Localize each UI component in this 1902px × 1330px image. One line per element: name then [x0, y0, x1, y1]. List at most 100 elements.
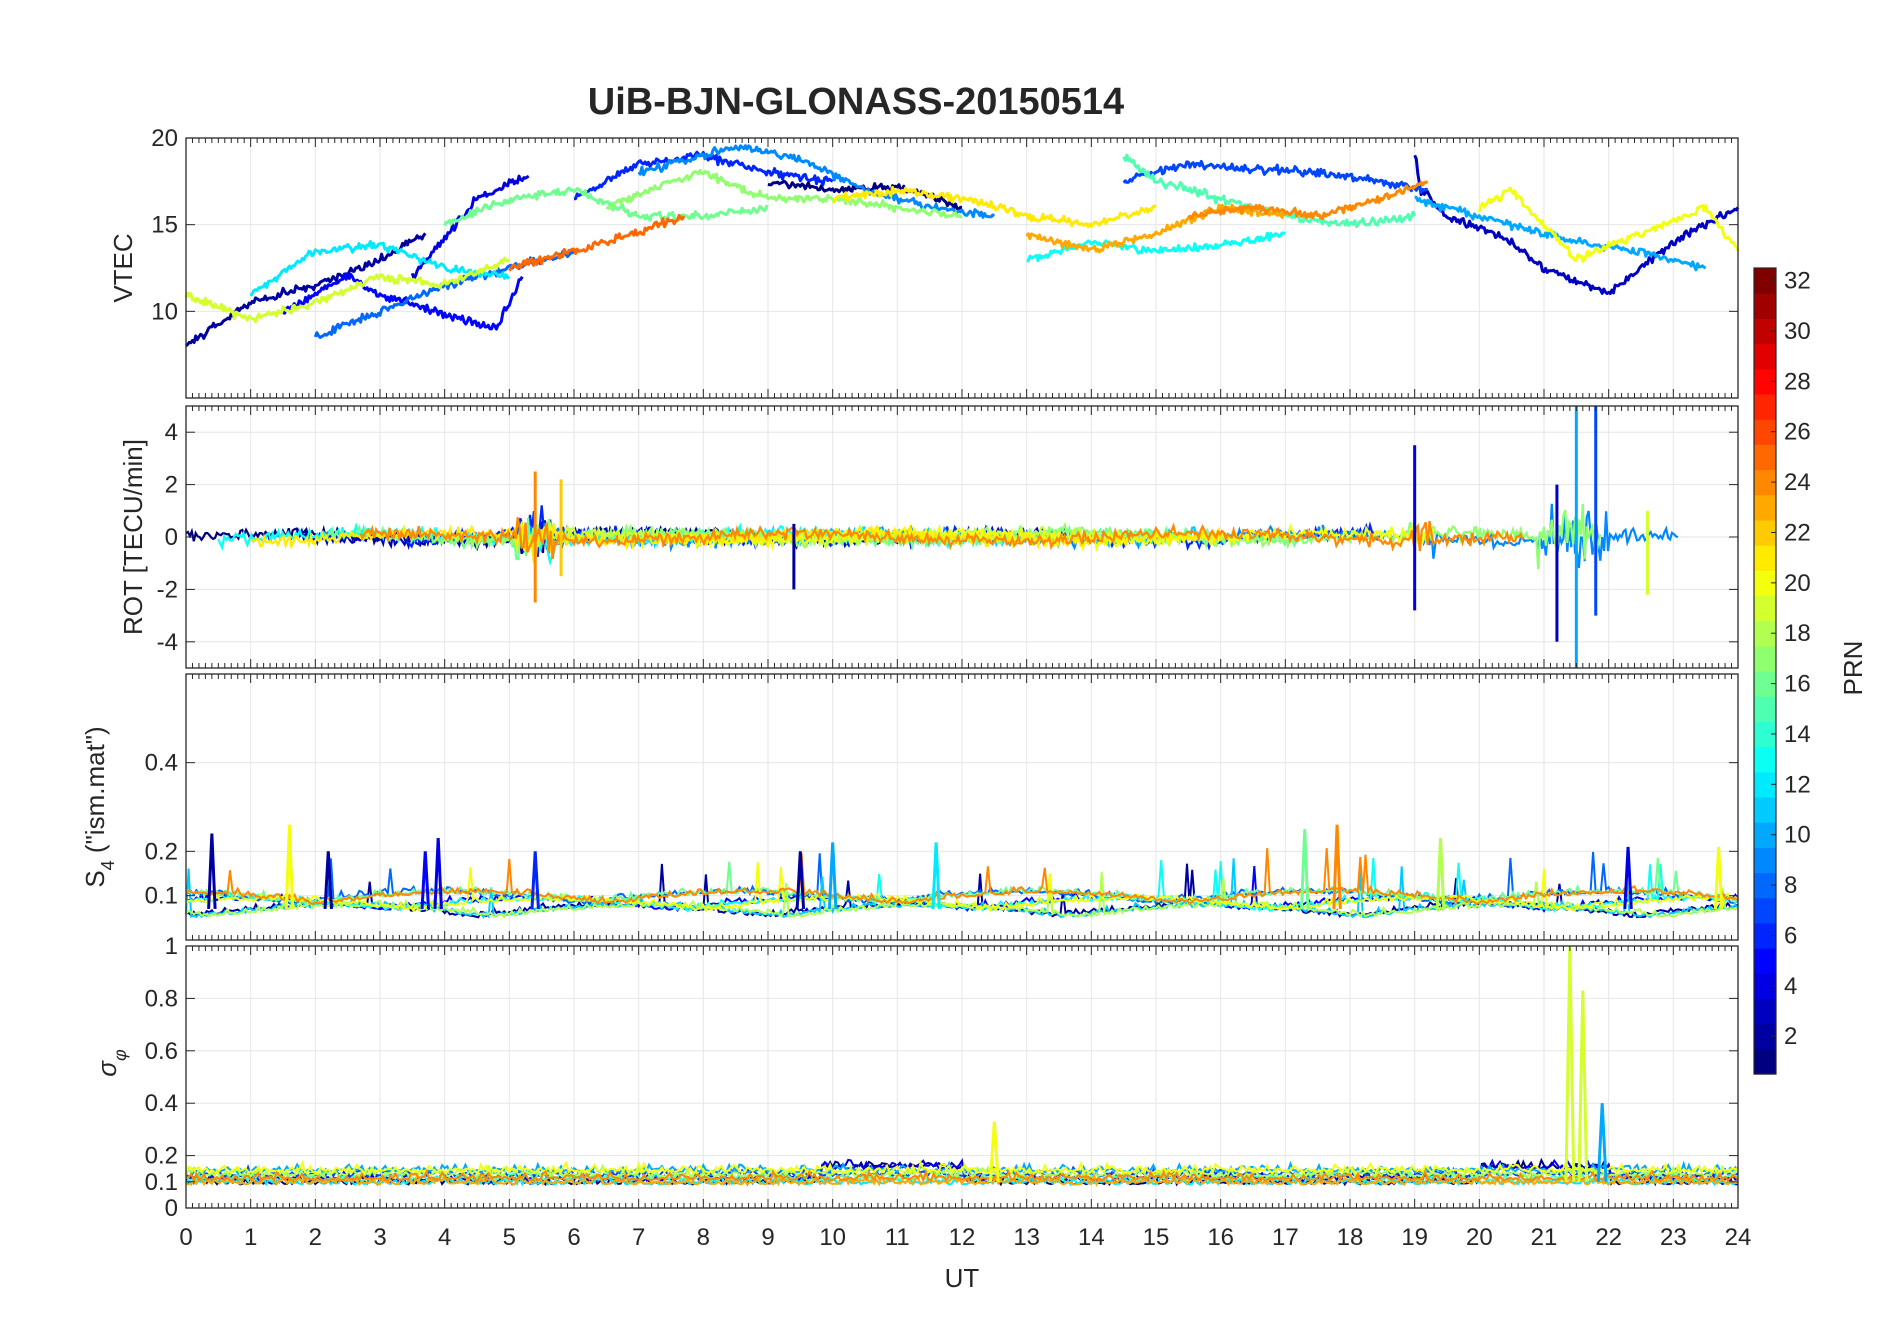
colorbar-tick-label: 14 [1784, 721, 1811, 748]
colorbar-tick-label: 26 [1784, 419, 1811, 446]
y-tick-label: -4 [157, 629, 178, 656]
colorbar-segment [1754, 771, 1776, 798]
x-tick-label: 2 [309, 1224, 322, 1251]
colorbar-segment [1754, 570, 1776, 597]
x-tick-label: 6 [567, 1224, 580, 1251]
rot-panel: -4 -2 0 2 4 ROT [TECU/min] [118, 405, 1739, 669]
vtec-series-prn-3 [1413, 154, 1740, 295]
colorbar-tick-label: 28 [1784, 368, 1811, 395]
s4-ylabel: S4 ("ism.mat") [80, 726, 118, 887]
vtec-series-prn-9 [637, 144, 996, 219]
colorbar-segment [1754, 746, 1776, 773]
s4-peak [323, 851, 333, 910]
colorbar-tick-label: 24 [1784, 469, 1811, 496]
vtec-series-prn-24 [1187, 180, 1429, 221]
x-tick-label: 13 [1013, 1224, 1040, 1251]
x-tick-label: 11 [885, 1224, 910, 1251]
x-tick-label: 3 [373, 1224, 386, 1251]
y-tick-label: 4 [165, 419, 178, 446]
colorbar-segment [1754, 343, 1776, 370]
s4-peak [795, 851, 806, 910]
vtec-ylabel: VTEC [108, 233, 138, 302]
y-tick-label: 0 [165, 1195, 178, 1222]
colorbar-segment [1754, 1023, 1776, 1050]
colorbar-label: PRN [1838, 641, 1868, 696]
colorbar-segment [1754, 897, 1776, 924]
s4-peak [433, 837, 443, 910]
x-tick-label: 16 [1207, 1224, 1234, 1251]
colorbar-tick-label: 12 [1784, 771, 1811, 798]
s4-peak [1435, 837, 1446, 910]
colorbar-segment [1754, 872, 1776, 899]
sigma-ylabel: σφ [92, 1049, 130, 1077]
vtec-panel: 10 15 20 VTEC [108, 125, 1740, 399]
y-tick-label: 20 [151, 125, 178, 152]
x-tick-label: 7 [632, 1224, 645, 1251]
colorbar-tick-label: 22 [1784, 519, 1811, 546]
colorbar-tick-label: 6 [1784, 922, 1797, 949]
x-tick-labels: 0 1 2 3 4 5 6 7 8 9 10 11 12 13 14 15 16 17 18 19 20 21 22 23 24 [179, 1224, 1751, 1251]
y-tick-label: 15 [151, 212, 178, 239]
colorbar-tick-label: 20 [1784, 570, 1811, 597]
colorbar-segment [1754, 822, 1776, 848]
y-tick-label: 2 [165, 472, 178, 499]
vtec-series-prn-21 [832, 185, 1157, 229]
colorbar-segment [1754, 444, 1776, 471]
colorbar-segment [1754, 948, 1776, 974]
y-tick-label: 0.4 [145, 750, 178, 777]
colorbar-segment [1754, 545, 1776, 571]
vtec-series-prn-13 [1026, 231, 1286, 263]
vtec-series-prn-12 [249, 240, 511, 297]
s4-peak [1623, 846, 1633, 910]
colorbar-segment [1754, 368, 1776, 395]
sigma-peak [1596, 1103, 1608, 1182]
s4-peak [1713, 846, 1724, 910]
y-tick-label: 0.1 [145, 1169, 178, 1196]
colorbar-segment [1754, 293, 1776, 319]
y-tick-label: -2 [157, 576, 178, 603]
x-tick-label: 19 [1401, 1224, 1428, 1251]
y-tick-label: 0.2 [145, 838, 178, 865]
colorbar-tick-label: 30 [1784, 318, 1811, 345]
y-tick-label: 10 [151, 298, 178, 325]
x-tick-label: 20 [1466, 1224, 1493, 1251]
colorbar-segment [1754, 922, 1776, 949]
vtec-series-prn-7 [1122, 159, 1429, 194]
s4-series-prn-24 [185, 848, 1739, 906]
figure-title: UiB-BJN-GLONASS-20150514 [588, 81, 1124, 123]
x-tick-label: 14 [1078, 1224, 1105, 1251]
x-tick-label: 1 [244, 1224, 257, 1251]
x-tick-label: 17 [1272, 1224, 1299, 1251]
colorbar-segment [1754, 268, 1776, 294]
colorbar-segment [1754, 696, 1776, 722]
vtec-series-prn-16 [443, 186, 769, 227]
y-tick-label: 0.6 [145, 1038, 178, 1065]
colorbar-segment [1754, 645, 1776, 672]
rot-series-prn-24 [359, 517, 1524, 560]
x-tick-label: 4 [438, 1224, 451, 1251]
s4-panel: 0.1 0.2 0.4 S4 ("ism.mat") [80, 673, 1739, 941]
colorbar-segment [1754, 318, 1776, 345]
colorbar-segment [1754, 469, 1776, 496]
colorbar-tick-label: 32 [1784, 268, 1811, 295]
x-tick-label: 23 [1660, 1224, 1687, 1251]
colorbar-segment [1754, 595, 1776, 622]
y-tick-label: 0.1 [145, 883, 178, 910]
colorbar-segment [1754, 998, 1776, 1025]
x-tick-label: 10 [819, 1224, 846, 1251]
vtec-series-prn-10 [1414, 195, 1707, 272]
vtec-series-prn-6 [574, 150, 834, 201]
sigma-series-prn-24 [185, 1168, 1739, 1184]
vtec-series-prn-20 [1477, 186, 1740, 263]
colorbar-segment [1754, 494, 1776, 521]
x-tick-label: 5 [503, 1224, 516, 1251]
vtec-series-prn-19 [184, 256, 511, 324]
s4-peak [931, 842, 941, 910]
x-tick-label: 0 [179, 1224, 192, 1251]
colorbar-tick-label: 4 [1784, 973, 1797, 1000]
colorbar-tick-label: 10 [1784, 822, 1811, 849]
colorbar-segment [1754, 519, 1776, 546]
sigma-phi-panel: 00.10.2 0.4 0.6 0.8 1 σφ [92, 933, 1739, 1222]
vtec-series-prn-5 [282, 272, 524, 331]
